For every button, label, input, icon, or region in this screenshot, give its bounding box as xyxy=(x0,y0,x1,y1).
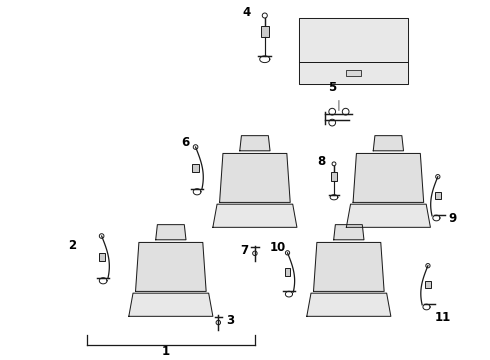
Polygon shape xyxy=(213,204,297,227)
Polygon shape xyxy=(129,293,213,316)
Bar xyxy=(331,172,337,181)
Bar xyxy=(435,192,441,199)
Polygon shape xyxy=(156,225,186,240)
Polygon shape xyxy=(240,136,270,151)
Bar xyxy=(346,70,362,76)
Text: 2: 2 xyxy=(68,239,76,252)
Text: 11: 11 xyxy=(435,311,451,324)
Bar xyxy=(425,282,431,288)
Bar xyxy=(193,164,198,172)
Polygon shape xyxy=(220,153,290,202)
Bar xyxy=(98,253,105,261)
Bar xyxy=(261,26,269,37)
Polygon shape xyxy=(314,242,384,291)
Polygon shape xyxy=(299,62,408,84)
Text: 8: 8 xyxy=(317,156,325,168)
Text: 1: 1 xyxy=(162,345,170,358)
Polygon shape xyxy=(353,153,424,202)
Polygon shape xyxy=(334,225,364,240)
Text: 9: 9 xyxy=(448,212,457,225)
Polygon shape xyxy=(373,136,403,151)
Text: 5: 5 xyxy=(328,81,336,94)
Polygon shape xyxy=(346,204,430,227)
Text: 4: 4 xyxy=(243,6,251,19)
Polygon shape xyxy=(307,293,391,316)
Polygon shape xyxy=(136,242,206,291)
Bar xyxy=(285,269,291,276)
Polygon shape xyxy=(299,18,408,62)
Text: 3: 3 xyxy=(226,314,234,327)
Text: 7: 7 xyxy=(240,244,248,257)
Text: 6: 6 xyxy=(182,136,190,149)
Text: 10: 10 xyxy=(270,242,286,255)
